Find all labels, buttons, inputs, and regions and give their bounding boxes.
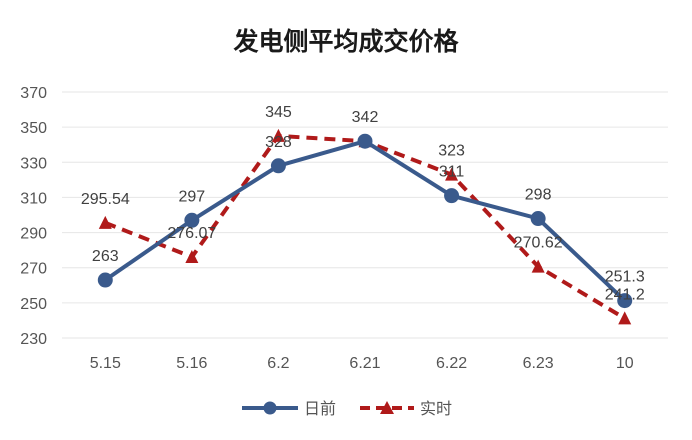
data-label: 328	[265, 134, 292, 151]
y-tick-label: 230	[20, 331, 47, 348]
data-label: 342	[352, 109, 379, 126]
data-labels: 263 297 328 342 311 298 251.3 295.54 276.07 345 32…	[81, 104, 645, 303]
grid	[62, 91, 668, 339]
series-layer	[97, 128, 633, 325]
real-time-point	[531, 259, 545, 273]
real-time-point	[271, 128, 285, 142]
x-tick-label: 6.21	[349, 355, 380, 372]
y-tick-label: 270	[20, 261, 47, 278]
x-tick-label: 6.22	[436, 355, 467, 372]
day-ahead-point	[184, 212, 200, 228]
x-tick-label: 5.15	[90, 355, 121, 372]
series-line-day-ahead	[104, 139, 627, 303]
data-label: 241.2	[605, 286, 645, 303]
legend-marker-real-time	[380, 401, 394, 414]
x-tick-label: 6.2	[267, 355, 289, 372]
data-label: 251.3	[605, 269, 645, 286]
data-label: 295.54	[81, 191, 130, 208]
day-ahead-point	[270, 158, 286, 174]
chart-title: 发电侧平均成交价格	[232, 27, 459, 56]
data-label: 311	[439, 164, 465, 181]
day-ahead-point	[530, 211, 546, 227]
x-tick-label: 5.16	[176, 355, 207, 372]
day-ahead-point	[444, 188, 460, 204]
legend-label-day-ahead: 日前	[304, 399, 336, 418]
real-time-point	[98, 215, 112, 229]
legend: 日前 实时	[242, 399, 452, 418]
data-label: 323	[438, 143, 465, 160]
y-tick-label: 310	[20, 190, 47, 207]
y-tick-label: 290	[20, 226, 47, 243]
real-time-point	[618, 311, 632, 325]
data-label: 345	[265, 104, 292, 121]
day-ahead-point	[97, 272, 113, 288]
x-tick-label: 10	[616, 355, 634, 372]
data-label: 276.07	[167, 225, 216, 242]
day-ahead-point	[617, 293, 633, 309]
x-tick-label: 6.23	[523, 355, 554, 372]
legend-label-real-time: 实时	[420, 399, 452, 418]
real-time-point	[445, 167, 459, 181]
y-tick-label: 370	[20, 85, 47, 102]
y-tick-label: 250	[20, 296, 47, 313]
x-axis-ticks: 5.15 5.16 6.2 6.21 6.22 6.23 10	[90, 355, 634, 372]
y-tick-label: 330	[20, 155, 47, 172]
data-label: 270.62	[514, 235, 563, 252]
real-time-point	[185, 250, 199, 264]
data-label: 298	[525, 187, 552, 204]
data-label: 263	[92, 248, 119, 265]
legend-marker-day-ahead	[263, 401, 277, 415]
day-ahead-point	[357, 133, 373, 149]
data-label: 297	[179, 188, 206, 205]
y-tick-label: 350	[20, 120, 47, 137]
y-axis-ticks: 230 250 270 290 310 330 350 370	[20, 85, 47, 348]
